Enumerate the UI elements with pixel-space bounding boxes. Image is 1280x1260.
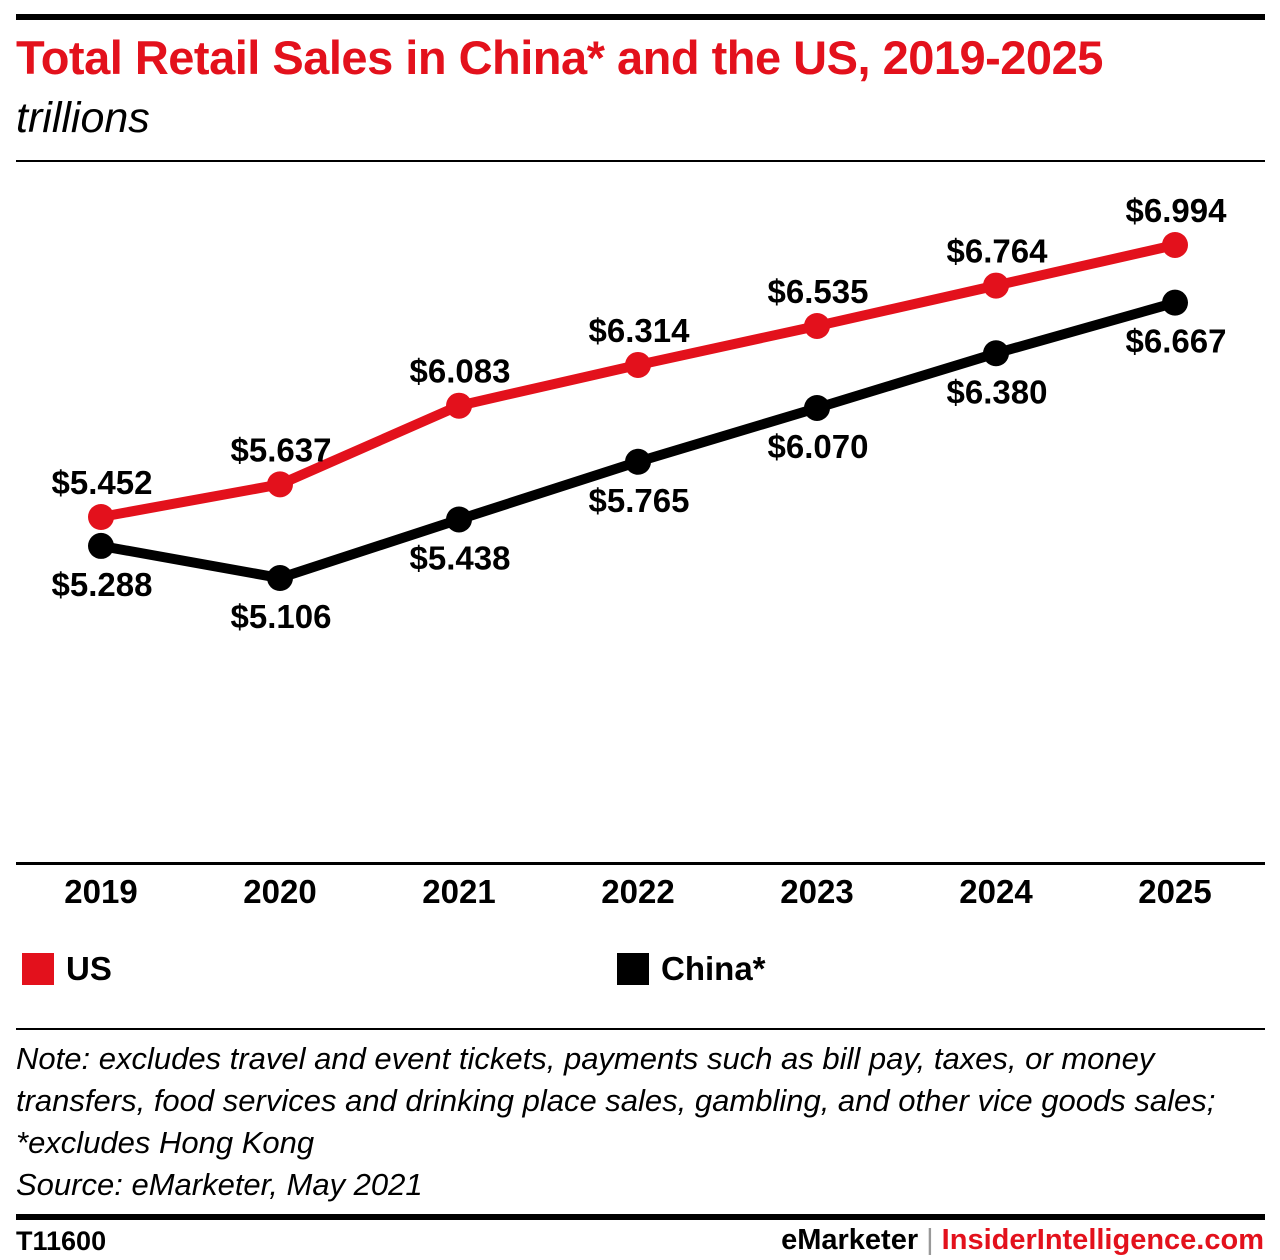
brand-footer: eMarketer | InsiderIntelligence.com — [781, 1224, 1264, 1257]
chart-title: Total Retail Sales in China* and the US,… — [16, 31, 1103, 84]
chart-subtitle: trillions — [16, 94, 150, 142]
brand-insider-intelligence: InsiderIntelligence.com — [941, 1224, 1264, 1256]
note-text: Note: excludes travel and event tickets,… — [16, 1041, 1216, 1160]
data-label-china-2024: $6.380 — [947, 373, 1048, 410]
data-point-china-2019 — [88, 532, 114, 559]
data-point-us-2023 — [804, 312, 830, 339]
x-tick-label-2020: 2020 — [243, 873, 316, 910]
data-label-us-2024: $6.764 — [947, 233, 1049, 270]
data-point-china-2020 — [267, 565, 293, 592]
x-tick-label-2021: 2021 — [422, 873, 495, 910]
chart-id: T11600 — [16, 1226, 107, 1256]
bottom-rule — [16, 1214, 1265, 1220]
top-rule — [16, 14, 1265, 20]
legend-label-china: China* — [661, 950, 766, 987]
data-point-us-2025 — [1162, 231, 1188, 258]
legend-item-china: China* — [617, 950, 766, 988]
data-label-china-2025: $6.667 — [1126, 323, 1227, 360]
data-point-us-2020 — [267, 471, 293, 498]
data-point-china-2025 — [1162, 289, 1188, 316]
data-label-us-2023: $6.535 — [768, 273, 869, 310]
source-text: Source: eMarketer, May 2021 — [16, 1167, 423, 1202]
notes: Note: excludes travel and event tickets,… — [16, 1038, 1266, 1206]
brand-emarketer: eMarketer — [781, 1224, 919, 1256]
brand-separator: | — [926, 1224, 934, 1256]
x-axis-line — [16, 862, 1265, 865]
notes-divider — [16, 1028, 1265, 1030]
data-label-us-2022: $6.314 — [589, 312, 691, 349]
data-label-us-2020: $5.637 — [231, 431, 332, 468]
data-point-china-2022 — [625, 448, 651, 475]
data-label-china-2023: $6.070 — [768, 428, 869, 465]
legend-swatch-china — [617, 953, 649, 985]
data-point-us-2024 — [983, 272, 1009, 299]
data-point-us-2021 — [446, 392, 472, 419]
data-label-us-2021: $6.083 — [410, 353, 511, 390]
data-point-china-2021 — [446, 506, 472, 533]
data-point-china-2024 — [983, 340, 1009, 367]
legend-item-us: US — [22, 950, 112, 988]
data-label-china-2019: $5.288 — [52, 566, 153, 603]
legend-swatch-us — [22, 953, 54, 985]
data-label-china-2021: $5.438 — [410, 539, 511, 576]
data-label-china-2020: $5.106 — [231, 598, 332, 635]
legend-label-us: US — [66, 950, 112, 987]
x-tick-label-2024: 2024 — [959, 873, 1033, 910]
x-tick-label-2022: 2022 — [601, 873, 674, 910]
x-tick-label-2023: 2023 — [780, 873, 853, 910]
data-label-us-2025: $6.994 — [1126, 192, 1228, 229]
x-tick-label-2019: 2019 — [64, 873, 137, 910]
data-point-us-2019 — [88, 504, 114, 530]
data-point-us-2022 — [625, 351, 651, 378]
data-label-us-2019: $5.452 — [52, 464, 153, 501]
data-point-china-2023 — [804, 394, 830, 421]
data-label-china-2022: $5.765 — [589, 482, 690, 519]
x-tick-label-2025: 2025 — [1138, 873, 1211, 910]
header-divider — [16, 160, 1265, 162]
